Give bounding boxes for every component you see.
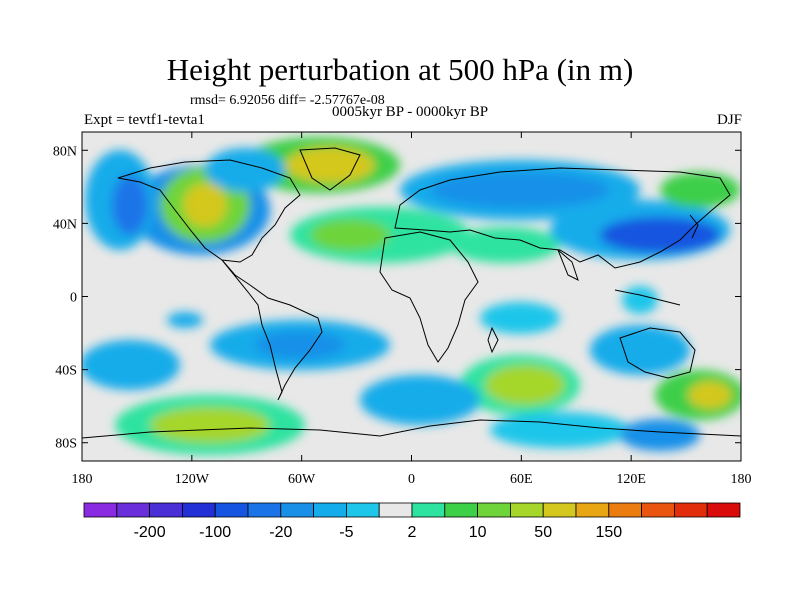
colorbar-label: -5 [339,524,353,541]
colorbar-swatch [509,502,544,518]
colorbar-label: -20 [269,524,292,541]
colorbar-swatch [280,502,314,518]
lon-tick-label: 120W [175,472,210,487]
colorbar-swatch [214,502,249,518]
colorbar-swatch [345,502,380,518]
colorbar-swatch [247,502,282,518]
colorbar-swatch [706,502,741,518]
lon-tick-label: 0 [408,472,415,487]
lat-tick-label: 0 [70,291,77,306]
colorbar-label: 150 [595,524,622,541]
lat-tick-label: 80N [53,144,77,159]
season-label: DJF [716,112,742,128]
lat-tick-label: 80S [55,437,77,452]
lon-tick-label: 60E [510,472,533,487]
subtitle: 0005kyr BP - 0000kyr BP [331,104,489,120]
lat-tick-label: 40N [53,217,77,232]
lat-tick-label: 40S [55,364,77,379]
colorbar: -200 -100 -20 -5 2 10 50 150 [83,502,741,541]
colorbar-swatch [641,502,675,518]
colorbar-swatch [608,502,642,518]
colorbar-swatch [313,502,347,518]
stats-text: rmsd= 6.92056 diff= -2.57767e-08 [190,93,385,108]
colorbar-label: 2 [408,524,417,541]
colorbar-swatch [444,502,478,518]
colorbar-swatch [477,502,511,518]
lon-tick-label: 60W [288,472,316,487]
map-axes: 80N 40N 0 40S 80S 180 120W 60W 0 60E 120E 180 [53,132,752,487]
colorbar-swatch [181,502,216,518]
lon-tick-label: 180 [731,472,752,487]
colorbar-swatch [378,502,413,518]
colorbar-label: 10 [469,524,487,541]
colorbar-swatch [149,502,183,518]
colorbar-swatch [83,502,118,518]
page-title: Height perturbation at 500 hPa (in m) [166,52,634,87]
colorbar-label: -100 [199,524,231,541]
lon-tick-label: 180 [72,472,93,487]
colorbar-label: 50 [534,524,552,541]
colorbar-swatch [575,502,610,518]
colorbar-swatch [542,502,577,518]
colorbar-swatch [674,502,708,518]
colorbar-swatch [116,502,151,518]
colorbar-swatch [411,502,446,518]
colorbar-label: -200 [134,524,166,541]
experiment-label: Expt = tevtf1-tevta1 [84,112,205,128]
height-perturbation-field [82,132,741,461]
lon-tick-label: 120E [616,472,646,487]
coastlines [82,147,741,439]
